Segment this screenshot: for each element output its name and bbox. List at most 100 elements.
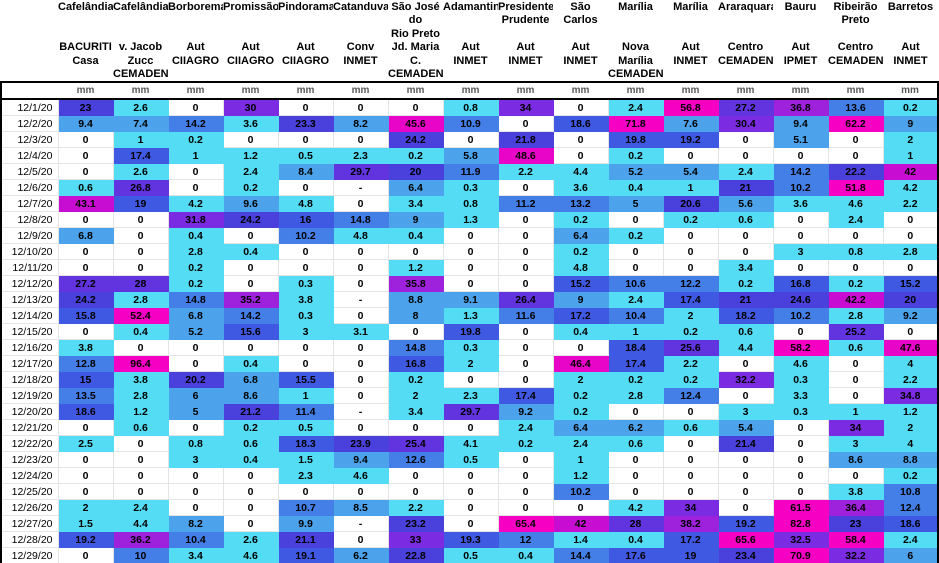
value-cell[interactable]: 14.4 (552, 547, 609, 563)
value-cell[interactable]: 0 (497, 323, 554, 341)
value-cell[interactable]: 0.4 (222, 451, 279, 469)
value-cell[interactable]: 0.3 (772, 371, 829, 389)
value-cell[interactable]: 0 (717, 499, 774, 517)
value-cell[interactable]: 0 (167, 179, 224, 197)
value-cell[interactable]: 1.3 (442, 307, 499, 325)
value-cell[interactable]: 3 (772, 243, 829, 261)
value-cell[interactable]: 0 (167, 339, 224, 357)
value-cell[interactable]: 0 (662, 483, 719, 501)
value-cell[interactable]: 0 (717, 387, 774, 405)
value-cell[interactable]: 18.6 (882, 515, 939, 533)
value-cell[interactable]: 0 (57, 211, 114, 229)
value-cell[interactable]: 42 (882, 163, 939, 181)
date-cell[interactable]: 12/7/20 (0, 195, 59, 213)
value-cell[interactable]: 2.2 (882, 195, 939, 213)
value-cell[interactable]: 0.6 (57, 179, 114, 197)
value-cell[interactable]: 3.4 (167, 547, 224, 563)
value-cell[interactable]: 0 (387, 419, 444, 437)
value-cell[interactable]: 0 (607, 467, 664, 485)
station-header-cell[interactable]: Aut INMET (893, 41, 928, 67)
value-cell[interactable]: 2.8 (167, 243, 224, 261)
value-cell[interactable]: 2 (882, 131, 939, 149)
value-cell[interactable]: 0.3 (277, 275, 334, 293)
value-cell[interactable]: 0 (827, 387, 884, 405)
value-cell[interactable]: 0.6 (827, 339, 884, 357)
value-cell[interactable]: 0 (332, 339, 389, 357)
value-cell[interactable]: 0.2 (662, 323, 719, 341)
value-cell[interactable]: 23 (827, 515, 884, 533)
value-cell[interactable]: 0.8 (442, 98, 499, 117)
value-cell[interactable]: 0 (662, 451, 719, 469)
value-cell[interactable]: 35.8 (387, 275, 444, 293)
value-cell[interactable]: 0 (717, 355, 774, 373)
value-cell[interactable]: 6.4 (552, 227, 609, 245)
value-cell[interactable]: - (332, 291, 389, 309)
value-cell[interactable]: 27.2 (717, 98, 774, 117)
value-cell[interactable]: 46.4 (552, 355, 609, 373)
value-cell[interactable]: 23.9 (332, 435, 389, 453)
value-cell[interactable]: 14.8 (332, 211, 389, 229)
value-cell[interactable]: 25.4 (387, 435, 444, 453)
value-cell[interactable]: 3.6 (222, 115, 279, 133)
value-cell[interactable]: 0 (222, 227, 279, 245)
value-cell[interactable]: 24.2 (222, 211, 279, 229)
value-cell[interactable]: 62.2 (827, 115, 884, 133)
value-cell[interactable]: 0.6 (717, 323, 774, 341)
value-cell[interactable]: 0 (827, 259, 884, 277)
value-cell[interactable]: 0.2 (882, 98, 939, 117)
value-cell[interactable]: 32.2 (827, 547, 884, 563)
date-cell[interactable]: 12/14/20 (0, 307, 59, 325)
value-cell[interactable]: 17.2 (552, 307, 609, 325)
value-cell[interactable]: 21.1 (277, 531, 334, 549)
value-cell[interactable]: 36.2 (112, 531, 169, 549)
value-cell[interactable]: 12.2 (662, 275, 719, 293)
value-cell[interactable]: - (332, 515, 389, 533)
value-cell[interactable]: 0 (827, 355, 884, 373)
value-cell[interactable]: 13.2 (552, 195, 609, 213)
station-header-cell[interactable]: Aut INMET (563, 41, 598, 67)
value-cell[interactable]: 5.8 (442, 147, 499, 165)
date-cell[interactable]: 12/27/20 (0, 515, 59, 533)
value-cell[interactable]: 0 (772, 419, 829, 437)
date-cell[interactable]: 12/22/20 (0, 435, 59, 453)
value-cell[interactable]: 24.2 (57, 291, 114, 309)
value-cell[interactable]: 20.6 (662, 195, 719, 213)
value-cell[interactable]: 0.2 (552, 243, 609, 261)
value-cell[interactable]: 0 (772, 323, 829, 341)
date-cell[interactable]: 12/6/20 (0, 179, 59, 197)
date-cell[interactable]: 12/8/20 (0, 211, 59, 229)
value-cell[interactable]: 8.6 (222, 387, 279, 405)
value-cell[interactable]: 19 (662, 547, 719, 563)
value-cell[interactable]: 0 (442, 419, 499, 437)
value-cell[interactable]: 0 (277, 259, 334, 277)
value-cell[interactable]: 8.2 (167, 515, 224, 533)
value-cell[interactable]: 25.2 (827, 323, 884, 341)
value-cell[interactable]: 0 (497, 243, 554, 261)
date-cell[interactable]: 12/15/20 (0, 323, 59, 341)
value-cell[interactable]: 0 (772, 227, 829, 245)
value-cell[interactable]: 26.8 (112, 179, 169, 197)
value-cell[interactable]: 14.8 (387, 339, 444, 357)
value-cell[interactable]: 2.4 (112, 499, 169, 517)
value-cell[interactable]: 0 (57, 467, 114, 485)
value-cell[interactable]: 0 (332, 355, 389, 373)
value-cell[interactable]: 0 (497, 339, 554, 357)
value-cell[interactable]: 16 (277, 211, 334, 229)
value-cell[interactable]: 17.6 (607, 547, 664, 563)
value-cell[interactable]: 51.8 (827, 179, 884, 197)
date-cell[interactable]: 12/3/20 (0, 131, 59, 149)
date-cell[interactable]: 12/12/20 (0, 275, 59, 293)
city-header-cell[interactable]: Promissão (223, 1, 278, 13)
value-cell[interactable]: 12 (497, 531, 554, 549)
value-cell[interactable]: 23 (57, 98, 114, 117)
value-cell[interactable]: 15.2 (552, 275, 609, 293)
date-cell[interactable]: 12/28/20 (0, 531, 59, 549)
value-cell[interactable]: 0 (167, 499, 224, 517)
value-cell[interactable]: 0.4 (167, 227, 224, 245)
value-cell[interactable]: 0.3 (442, 339, 499, 357)
value-cell[interactable]: 0 (57, 451, 114, 469)
city-header-cell[interactable]: Marília (673, 1, 708, 13)
value-cell[interactable]: 8.8 (387, 291, 444, 309)
value-cell[interactable]: 23.4 (717, 547, 774, 563)
station-header-cell[interactable]: v. Jacob Zucc CEMADEN (113, 41, 168, 81)
